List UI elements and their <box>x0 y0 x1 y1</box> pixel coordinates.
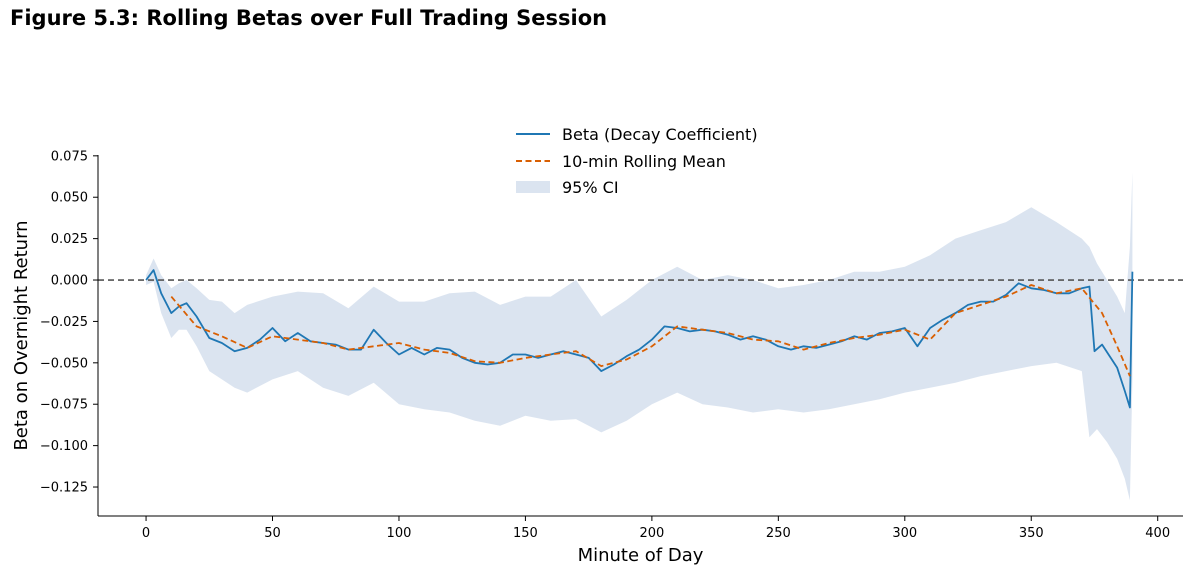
x-tick-label: 50 <box>264 526 281 541</box>
x-tick-label: 250 <box>766 526 791 541</box>
ci-band-layer <box>146 172 1133 501</box>
axes-layer: 0 50 100 150 200 250 300 350 400 0.075 0.050 0.025 0… <box>11 149 1183 566</box>
y-tick-label: −0.100 <box>40 439 88 454</box>
legend: Beta (Decay Coefficient) 10-min Rolling M… <box>516 125 758 197</box>
rolling-mean-series-line <box>170 284 1131 377</box>
legend-ci-label: 95% CI <box>562 178 619 197</box>
y-tick-label: −0.050 <box>40 356 88 371</box>
y-tick-label: 0.000 <box>51 274 88 289</box>
x-tick-label: 150 <box>513 526 538 541</box>
legend-ci-swatch <box>516 181 550 193</box>
x-tick-label: 100 <box>387 526 412 541</box>
legend-beta-label: Beta (Decay Coefficient) <box>562 125 758 144</box>
x-axis-label: Minute of Day <box>578 545 704 566</box>
x-tick-label: 400 <box>1145 526 1170 541</box>
y-tick-label: −0.025 <box>40 315 88 330</box>
figure-title: Figure 5.3: Rolling Betas over Full Trad… <box>10 6 608 30</box>
y-tick-label: −0.125 <box>40 481 88 496</box>
y-tick-label: 0.050 <box>51 191 88 206</box>
series-layer <box>145 269 1134 409</box>
y-tick-label: 0.075 <box>51 149 88 164</box>
x-tick-label: 350 <box>1019 526 1044 541</box>
y-tick-label: −0.075 <box>40 398 88 413</box>
ci-band <box>146 172 1133 501</box>
x-tick-label: 300 <box>892 526 917 541</box>
y-tick-label: 0.025 <box>51 232 88 247</box>
x-tick-label: 0 <box>142 526 150 541</box>
x-tick-label: 200 <box>639 526 664 541</box>
legend-rolling-mean-label: 10-min Rolling Mean <box>562 152 726 171</box>
beta-series-line <box>145 269 1134 409</box>
y-axis-label: Beta on Overnight Return <box>11 220 32 450</box>
